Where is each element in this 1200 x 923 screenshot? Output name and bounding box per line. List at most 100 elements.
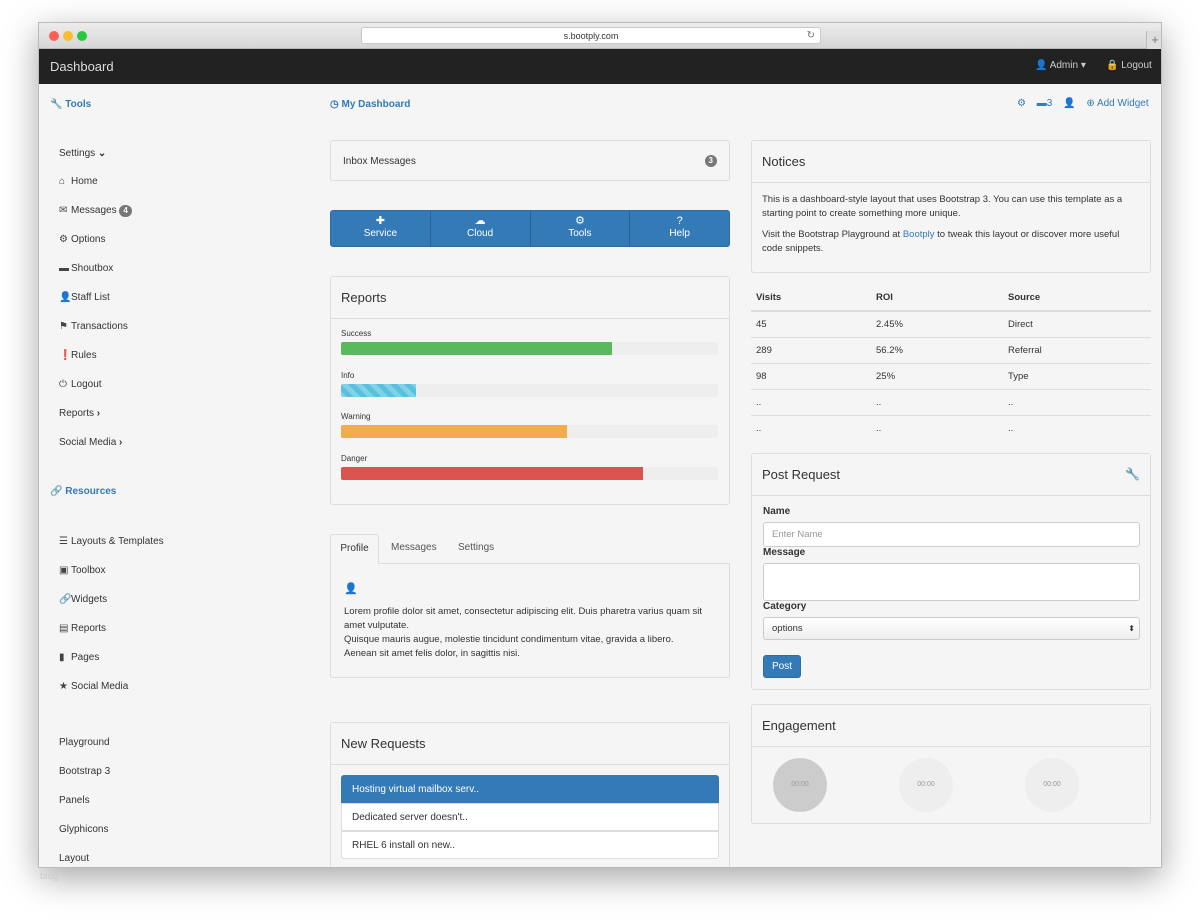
- select-arrows-icon: ⬍: [1128, 624, 1135, 633]
- chevron-right-icon: ›: [96, 408, 101, 419]
- notices-paragraph: Visit the Bootstrap Playground at Bootpl…: [762, 228, 1142, 256]
- sidebar-item-reports[interactable]: Reports ›: [59, 408, 100, 419]
- sidebar-item-shoutbox[interactable]: ▬ Shoutbox: [59, 263, 113, 274]
- sidebar-item-layout[interactable]: Layout: [59, 853, 90, 864]
- engagement-knob[interactable]: 00:00: [1025, 758, 1079, 812]
- sidebar-item-reports-resource[interactable]: ▤ Reports: [59, 623, 106, 634]
- tools-button[interactable]: ⚙ Tools: [531, 211, 631, 246]
- sidebar-item-rules[interactable]: ❗Rules: [59, 350, 97, 361]
- table-cell: ..: [751, 414, 871, 441]
- chevron-right-icon: ›: [119, 437, 123, 448]
- close-window-button[interactable]: [49, 31, 59, 41]
- sidebar-item-label: Layouts & Templates: [71, 536, 164, 547]
- progress-fill: [341, 342, 613, 355]
- tools-label: Tools: [65, 99, 92, 110]
- reload-icon[interactable]: ↻: [806, 30, 815, 41]
- table-cell: ..: [751, 388, 871, 415]
- tab-messages[interactable]: Messages: [391, 542, 437, 553]
- admin-menu[interactable]: 👤 Admin ▾: [1035, 60, 1086, 71]
- user-icon[interactable]: 👤: [1063, 98, 1076, 109]
- sidebar-item-social-media-resource[interactable]: ★ Social Media: [59, 681, 128, 692]
- sidebar-item-label: Staff List: [71, 292, 110, 303]
- bootply-link[interactable]: Bootply: [902, 229, 935, 240]
- profile-text-line: Aenean sit amet felis dolor, in sagittis…: [344, 648, 520, 659]
- table-row: 45 2.45% Direct: [751, 310, 1151, 337]
- sidebar-item-messages[interactable]: ✉ Messages 4: [59, 205, 132, 217]
- inbox-count-badge: 3: [704, 155, 717, 167]
- list-alt-icon: ▤: [59, 623, 69, 634]
- table-cell: Type: [1003, 362, 1151, 389]
- user-icon: 👤: [1035, 60, 1048, 71]
- progress-label: Info: [341, 370, 355, 380]
- reports-title: Reports: [331, 277, 729, 319]
- new-requests-panel: New Requests Hosting virtual mailbox ser…: [330, 722, 730, 867]
- chevron-down-icon: ⌄: [97, 148, 107, 159]
- table-cell: 56.2%: [871, 336, 1003, 363]
- service-label: Service: [363, 228, 398, 239]
- tab-profile[interactable]: Profile: [330, 534, 379, 564]
- sidebar-item-logout[interactable]: ⏻ Logout: [59, 379, 102, 390]
- request-item[interactable]: Dedicated server doesn't..: [341, 803, 719, 831]
- sidebar-item-layouts[interactable]: ☰ Layouts & Templates: [59, 536, 164, 547]
- sidebar-item-bootstrap3[interactable]: Bootstrap 3: [59, 766, 111, 777]
- sidebar-item-panels[interactable]: Panels: [59, 795, 90, 806]
- sidebar-item-home[interactable]: ⌂ Home: [59, 176, 98, 187]
- sidebar-item-options[interactable]: ⚙ Options: [59, 234, 105, 245]
- message-textarea[interactable]: [763, 563, 1140, 601]
- name-field[interactable]: Enter Name: [763, 522, 1140, 547]
- minimize-window-button[interactable]: [63, 31, 73, 41]
- url-text: s.bootply.com: [563, 31, 619, 41]
- my-dashboard-link[interactable]: ◷ My Dashboard: [330, 99, 410, 110]
- sidebar-item-playground[interactable]: Playground: [59, 737, 110, 748]
- sidebar-item-label: Logout: [71, 379, 102, 390]
- sidebar-item-toolbox[interactable]: ▣ Toolbox: [59, 565, 105, 576]
- engagement-knob[interactable]: 00:00: [773, 758, 827, 812]
- wrench-icon[interactable]: 🔧: [1125, 467, 1140, 481]
- sidebar-item-label: Social Media: [59, 437, 117, 448]
- sidebar-item-label: Transactions: [71, 321, 128, 332]
- post-button[interactable]: Post: [763, 655, 801, 678]
- address-bar[interactable]: s.bootply.com ↻: [361, 27, 821, 44]
- engagement-panel: Engagement 00:00 00:00 00:00: [751, 704, 1151, 824]
- comments-button[interactable]: ▬3: [1037, 98, 1053, 109]
- table-cell: 25%: [871, 362, 1003, 389]
- table-cell: 45: [751, 310, 871, 337]
- request-item[interactable]: Hosting virtual mailbox serv..: [341, 775, 719, 803]
- sidebar-item-widgets[interactable]: 🔗Widgets: [59, 594, 107, 605]
- tab-settings[interactable]: Settings: [458, 542, 495, 553]
- notices-text: to tweak this layout or discover more us…: [762, 229, 1120, 254]
- sidebar-item-label: Pages: [71, 652, 100, 663]
- maximize-window-button[interactable]: [77, 31, 87, 41]
- table-cell: 2.45%: [871, 310, 1003, 337]
- sidebar-item-staff-list[interactable]: 👤Staff List: [59, 292, 110, 303]
- logout-link[interactable]: 🔒 Logout: [1106, 60, 1152, 71]
- sidebar-item-label: Home: [71, 176, 98, 187]
- table-header-row: Visits ROI Source: [751, 285, 1151, 312]
- name-label: Name: [763, 506, 791, 517]
- help-button[interactable]: ? Help: [630, 211, 729, 246]
- table-cell: ..: [871, 414, 1003, 441]
- profile-text-line: Quisque mauris augue, molestie tincidunt…: [344, 634, 674, 645]
- category-select[interactable]: options ⬍: [763, 617, 1140, 640]
- sidebar-item-settings[interactable]: Settings ⌄: [59, 148, 106, 159]
- engagement-title: Engagement: [752, 705, 1150, 747]
- sidebar-item-label: Widgets: [71, 594, 108, 605]
- navbar-brand[interactable]: Dashboard: [50, 59, 114, 74]
- star-icon: ★: [59, 681, 68, 692]
- cloud-button[interactable]: ☁ Cloud: [431, 211, 531, 246]
- sidebar-item-glyphicons[interactable]: Glyphicons: [59, 824, 109, 835]
- add-widget-button[interactable]: ⊕ Add Widget: [1086, 98, 1148, 109]
- comment-icon: ▬: [1036, 98, 1047, 109]
- new-tab-button[interactable]: +: [1146, 31, 1161, 49]
- sidebar-item-pages[interactable]: ▮ Pages: [59, 652, 99, 663]
- service-button[interactable]: ✚ Service: [331, 211, 431, 246]
- cog-icon[interactable]: ⚙: [1017, 98, 1026, 109]
- sidebar-tools-heading[interactable]: 🔧 Tools: [50, 99, 91, 110]
- logout-label: Logout: [1121, 60, 1152, 71]
- inbox-panel[interactable]: Inbox Messages 3: [330, 140, 730, 181]
- request-item[interactable]: RHEL 6 install on new..: [341, 831, 719, 859]
- engagement-knob[interactable]: 00:00: [899, 758, 953, 812]
- sidebar-item-social-media[interactable]: Social Media ›: [59, 437, 122, 448]
- sidebar-resources-heading[interactable]: 🔗 Resources: [50, 486, 116, 497]
- sidebar-item-transactions[interactable]: ⚑ Transactions: [59, 321, 128, 332]
